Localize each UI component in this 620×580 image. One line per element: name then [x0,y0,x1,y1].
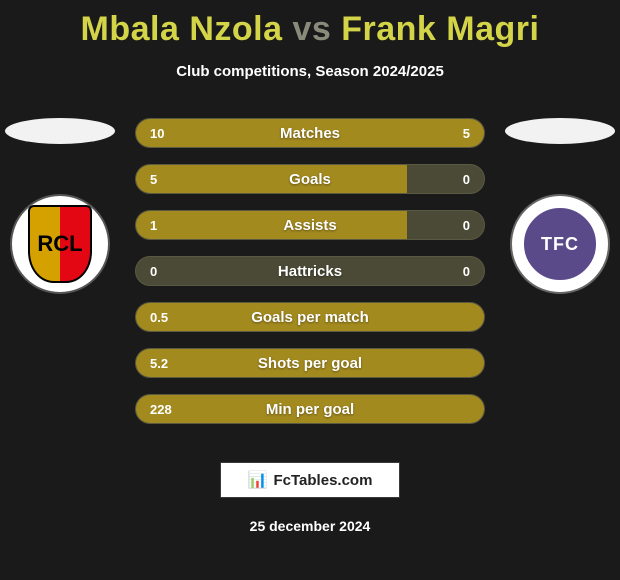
player2-club-code: TFC [541,234,579,255]
player1-photo-placeholder [5,118,115,144]
stat-bar-right [362,119,484,147]
player2-club-badge: TFC [510,194,610,294]
stat-bar-left [136,395,484,423]
lens-shield-icon: RCL [28,205,92,283]
player1-name: Mbala Nzola [81,10,283,48]
stat-bar-track [136,257,484,285]
stat-bar-left [136,349,484,377]
player1-club-badge: RCL [10,194,110,294]
comparison-panel: RCL TFC Matches105 Goals50 Assists10 Hattri… [0,118,620,438]
stat-bar-track [136,395,484,423]
stat-bar-track [136,211,484,239]
stat-bar-left [136,165,407,193]
stat-bar-track [136,349,484,377]
player-right-side: TFC [500,118,620,294]
stat-row: Shots per goal5.2 [135,348,485,378]
stat-row: Assists10 [135,210,485,240]
player-left-side: RCL [0,118,120,294]
player1-club-code: RCL [37,231,82,257]
stat-bar-left [136,119,362,147]
chart-icon: 📊 [248,470,268,490]
stat-bars-container: Matches105 Goals50 Assists10 Hattricks00 Goa… [135,118,485,440]
stat-bar-track [136,165,484,193]
vs-text: vs [292,10,331,48]
stat-bar-left [136,303,484,331]
stat-row: Matches105 [135,118,485,148]
comparison-title: Mbala Nzola vs Frank Magri [0,0,620,49]
tfc-circle-icon: TFC [520,204,600,284]
stat-bar-left [136,211,407,239]
stat-row: Min per goal228 [135,394,485,424]
stat-row: Goals per match0.5 [135,302,485,332]
stat-bar-track [136,119,484,147]
footer-site-logo[interactable]: 📊 FcTables.com [220,462,400,498]
stat-bar-track [136,303,484,331]
player2-photo-placeholder [505,118,615,144]
stat-row: Goals50 [135,164,485,194]
subtitle: Club competitions, Season 2024/2025 [0,63,620,80]
stat-row: Hattricks00 [135,256,485,286]
footer-site-text: FcTables.com [274,472,373,489]
player2-name: Frank Magri [341,10,539,48]
footer-date: 25 december 2024 [0,518,620,534]
